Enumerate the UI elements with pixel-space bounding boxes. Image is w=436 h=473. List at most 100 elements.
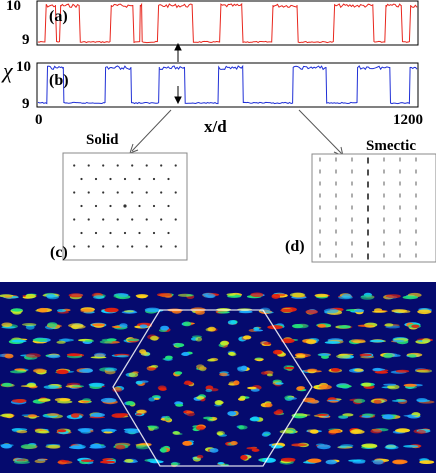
density-particle	[81, 400, 90, 403]
density-particle	[373, 399, 382, 404]
diffraction-streak	[367, 193, 369, 200]
diffraction-spot	[80, 204, 83, 208]
density-particle	[119, 323, 128, 328]
density-particle	[227, 411, 237, 416]
density-particle	[250, 292, 264, 298]
density-particle	[361, 415, 371, 418]
density-particle	[262, 457, 276, 463]
density-particle	[25, 325, 35, 330]
diffraction-spot	[174, 218, 177, 221]
density-particle	[217, 462, 225, 465]
density-particle	[404, 386, 417, 389]
diffraction-streak	[415, 169, 417, 174]
density-particle	[307, 458, 322, 463]
diffraction-streak	[335, 169, 337, 174]
density-particle	[227, 320, 237, 325]
density-particle	[309, 399, 319, 404]
density-particle	[118, 293, 129, 298]
density-particle	[353, 398, 366, 403]
diffraction-spot	[123, 204, 127, 208]
density-particle	[288, 397, 297, 400]
diffraction-spot	[160, 218, 163, 221]
x-tick-end: 1200	[393, 112, 423, 128]
diffraction-spot	[73, 218, 76, 221]
density-particle	[383, 353, 393, 359]
diffraction-spot	[116, 218, 119, 221]
diffraction-streak	[367, 229, 369, 236]
density-particle	[174, 343, 185, 348]
diffraction-spot	[109, 204, 112, 208]
density-particle	[209, 448, 219, 453]
density-particle	[156, 292, 173, 297]
density-particle	[280, 308, 295, 313]
density-particle	[153, 397, 160, 400]
position-markers	[174, 42, 182, 105]
density-particle	[265, 311, 274, 314]
diffraction-streak	[399, 157, 401, 162]
diffraction-streak	[415, 205, 417, 210]
density-particle	[352, 340, 366, 344]
diffraction-spot	[138, 177, 141, 181]
density-particle	[57, 429, 67, 433]
density-particle	[255, 357, 263, 360]
diffraction-spot	[152, 231, 156, 235]
diffraction-streak	[415, 181, 417, 186]
panel-b: (b) 10 9	[16, 59, 419, 112]
density-particle	[307, 368, 318, 372]
diffraction-streak	[335, 157, 337, 162]
diffraction-streak	[367, 253, 369, 260]
diffraction-streak	[383, 205, 385, 210]
density-particle	[238, 425, 248, 430]
density-particle	[56, 340, 66, 344]
density-particle	[59, 398, 71, 402]
diffraction-streak	[383, 241, 385, 246]
density-particle	[160, 447, 167, 453]
density-particle	[338, 295, 353, 300]
diffraction-streak	[335, 253, 337, 258]
density-particle	[249, 417, 260, 422]
density-particle	[32, 338, 48, 342]
diffraction-spot	[131, 245, 134, 248]
density-particle	[123, 310, 135, 313]
diffraction-spot	[94, 177, 98, 181]
diffraction-spot	[116, 164, 119, 167]
density-particle	[357, 324, 374, 327]
density-particle	[144, 307, 160, 313]
density-particle	[46, 294, 59, 300]
diffraction-streak	[351, 193, 353, 198]
density-particle	[261, 371, 268, 375]
panel-a-tick-bottom: 9	[22, 32, 30, 48]
density-particle	[92, 323, 106, 327]
density-particle	[124, 429, 140, 434]
diffraction-streak	[367, 169, 369, 176]
density-particle	[217, 432, 223, 436]
y-axis-label: χ	[1, 58, 14, 83]
diffraction-spot	[145, 245, 148, 248]
diffraction-spot	[109, 177, 112, 181]
density-particle	[27, 414, 37, 418]
density-particle	[411, 324, 420, 328]
panel-b-tick-top: 10	[16, 59, 31, 75]
density-particle	[139, 324, 148, 329]
diffraction-streak	[399, 241, 401, 246]
density-particle	[253, 327, 260, 331]
solid-arrow	[129, 109, 172, 154]
density-particle	[279, 429, 294, 434]
diffraction-spot	[94, 204, 98, 208]
diffraction-spot	[145, 164, 148, 167]
panel-b-frame	[36, 62, 419, 108]
density-particle	[66, 353, 81, 357]
density-particle	[182, 440, 193, 446]
density-particle	[25, 353, 41, 358]
density-particle	[90, 412, 106, 418]
diffraction-spot	[73, 191, 76, 194]
density-particle	[150, 364, 159, 369]
density-particle	[56, 309, 67, 313]
panel-b-label: (b)	[49, 72, 69, 89]
diffraction-streak	[399, 205, 401, 210]
density-particle	[422, 338, 431, 344]
panel-d-frame	[311, 153, 436, 263]
density-particle	[56, 369, 69, 375]
diffraction-spot	[102, 218, 105, 221]
density-particle	[263, 433, 270, 436]
